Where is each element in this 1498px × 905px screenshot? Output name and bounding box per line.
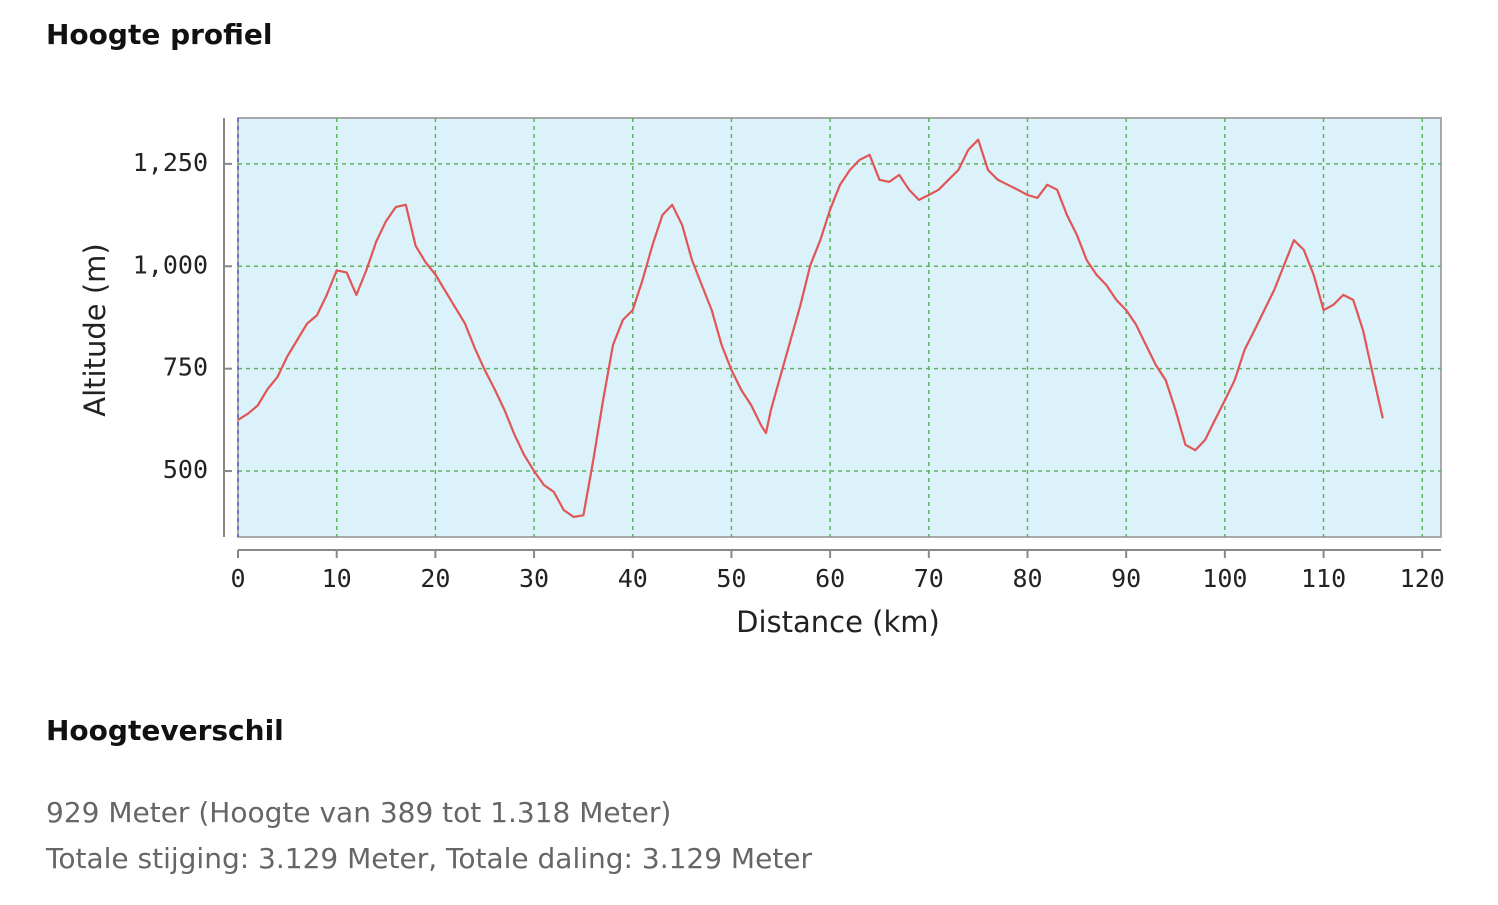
x-tick-label: 40 (618, 564, 648, 593)
x-tick-label: 20 (420, 564, 450, 593)
elevation-line (237, 138, 1384, 518)
x-tick-label: 90 (1111, 564, 1141, 593)
x-tick-label: 110 (1301, 564, 1346, 593)
plot-area (237, 117, 1442, 538)
y-tick-label: 1,250 (133, 148, 208, 177)
y-axis-label: Altitude (m) (78, 243, 112, 416)
summary: 929 Meter (Hoogte van 389 tot 1.318 Mete… (46, 790, 812, 882)
x-axis-label: Distance (km) (736, 605, 940, 639)
x-tick-label: 100 (1202, 564, 1247, 593)
x-tick-label: 0 (230, 564, 245, 593)
x-tick-label: 60 (815, 564, 845, 593)
x-tick-label: 80 (1012, 564, 1042, 593)
y-tick-label: 500 (163, 455, 208, 484)
x-tick-label: 120 (1400, 564, 1445, 593)
y-tick-label: 1,000 (133, 250, 208, 279)
x-tick-label: 70 (914, 564, 944, 593)
summary-line: 929 Meter (Hoogte van 389 tot 1.318 Mete… (46, 796, 672, 829)
section-title: Hoogteverschil (46, 714, 284, 747)
page-title: Hoogte profiel (46, 18, 273, 51)
x-tick-label: 50 (716, 564, 746, 593)
x-tick-label: 10 (322, 564, 352, 593)
summary-line: Totale stijging: 3.129 Meter, Totale dal… (46, 842, 813, 875)
chart: Distance (km) Altitude (m) 5007501,0001,… (78, 117, 1445, 639)
x-tick-label: 30 (519, 564, 549, 593)
y-tick-label: 750 (163, 353, 208, 382)
